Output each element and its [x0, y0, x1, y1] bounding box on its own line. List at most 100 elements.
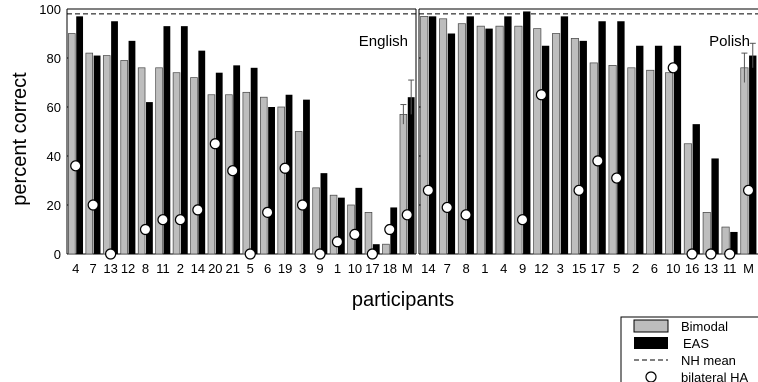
x-tick-label: 2	[177, 261, 184, 276]
x-tick-label: 14	[421, 261, 435, 276]
x-tick-label: 1	[334, 261, 341, 276]
x-tick-label: 10	[348, 261, 362, 276]
bilateral-ha-marker	[611, 172, 623, 184]
bimodal-bar	[702, 212, 711, 255]
x-tick-label: 11	[156, 261, 170, 276]
bilateral-ha-marker	[70, 160, 82, 172]
y-tick-label: 60	[47, 100, 61, 115]
eas-bar	[541, 45, 550, 254]
bimodal-bar	[277, 106, 285, 255]
bimodal-bar	[242, 91, 251, 255]
x-tick-label: 9	[519, 261, 526, 276]
bimodal-bar	[627, 67, 636, 255]
bilateral-ha-marker	[742, 184, 755, 196]
bimodal-bar	[495, 25, 504, 255]
legend-bilateral-ha-swatch	[645, 371, 657, 382]
legend-bimodal-swatch	[633, 319, 669, 333]
legend: Bimodal EAS NH mean bilateral HA	[620, 316, 758, 382]
bilateral-ha-marker	[314, 248, 326, 260]
legend-label: Bimodal	[681, 319, 728, 334]
eas-bar	[598, 21, 606, 254]
bimodal-bar	[533, 28, 542, 255]
bimodal-bar	[457, 23, 466, 255]
eas-bar	[355, 187, 363, 254]
legend-label: EAS	[683, 336, 709, 351]
y-tick-label: 40	[47, 149, 61, 164]
eas-bar	[673, 45, 682, 254]
eas-bar	[303, 99, 310, 255]
x-tick-label: 8	[142, 261, 149, 276]
eas-bar	[320, 173, 328, 254]
eas-bar	[198, 50, 206, 255]
y-axis-title: percent correct	[9, 72, 31, 206]
bilateral-ha-marker	[686, 248, 698, 260]
bilateral-ha-marker	[296, 199, 309, 211]
bilateral-ha-marker	[174, 214, 187, 226]
y-tick-label: 0	[54, 247, 61, 262]
x-tick-label: 2	[632, 261, 639, 276]
bilateral-ha-marker	[139, 223, 152, 236]
eas-bar	[93, 55, 101, 254]
eas-bar	[180, 26, 188, 255]
bimodal-bar	[740, 67, 749, 255]
x-tick-label: 3	[299, 261, 306, 276]
bilateral-ha-marker	[157, 214, 169, 226]
bilateral-ha-marker	[667, 62, 679, 74]
bimodal-bar	[439, 18, 448, 255]
bimodal-bar	[102, 55, 111, 255]
y-tick-label: 80	[47, 51, 61, 66]
bilateral-ha-marker	[192, 204, 204, 216]
eas-bar	[485, 28, 493, 254]
x-tick-label: 5	[613, 261, 620, 276]
x-tick-label: M	[402, 261, 413, 276]
x-tick-label: 13	[704, 261, 718, 276]
bimodal-bar	[514, 25, 523, 255]
x-tick-label: 1	[481, 261, 488, 276]
bilateral-ha-marker	[573, 184, 585, 196]
bimodal-bar	[399, 113, 408, 255]
x-tick-label: 14	[191, 261, 205, 276]
bimodal-bar	[665, 72, 674, 255]
bimodal-bar	[420, 16, 429, 255]
bilateral-ha-marker	[262, 206, 274, 218]
bimodal-bar	[570, 38, 579, 255]
bimodal-bar	[190, 77, 198, 255]
bimodal-bar	[476, 25, 485, 255]
x-tick-label: 16	[685, 261, 699, 276]
bilateral-ha-marker	[87, 199, 99, 211]
x-tick-label: 3	[557, 261, 564, 276]
bilateral-ha-marker	[535, 89, 548, 101]
legend-label: bilateral HA	[681, 370, 749, 382]
eas-bar	[692, 124, 700, 255]
eas-bar	[407, 97, 415, 254]
bilateral-ha-marker	[105, 248, 117, 260]
panel-name: English	[359, 33, 408, 50]
x-tick-label: 4	[500, 261, 507, 276]
bilateral-ha-marker	[441, 201, 453, 214]
x-tick-label: 6	[264, 261, 271, 276]
eas-bar	[285, 94, 293, 254]
bimodal-bar	[68, 33, 76, 255]
eas-bar	[146, 102, 153, 254]
x-tick-label: 7	[444, 261, 451, 276]
eas-bar	[579, 40, 587, 254]
eas-bar	[730, 231, 738, 254]
bilateral-ha-marker	[244, 248, 256, 260]
eas-bar	[215, 72, 223, 254]
bilateral-ha-marker	[349, 228, 361, 240]
eas-bar	[447, 33, 456, 254]
x-tick-label: 17	[591, 261, 605, 276]
bimodal-bar	[364, 212, 373, 255]
x-tick-label: 21	[226, 261, 240, 276]
x-tick-label: 19	[278, 261, 292, 276]
eas-bar	[233, 65, 241, 254]
x-tick-label: 12	[121, 261, 135, 276]
bimodal-bar	[294, 131, 303, 255]
x-tick-label: 9	[316, 261, 323, 276]
bilateral-ha-marker	[366, 248, 378, 260]
bilateral-ha-marker	[209, 138, 221, 150]
eas-bar	[128, 40, 136, 254]
bilateral-ha-marker	[516, 214, 529, 226]
